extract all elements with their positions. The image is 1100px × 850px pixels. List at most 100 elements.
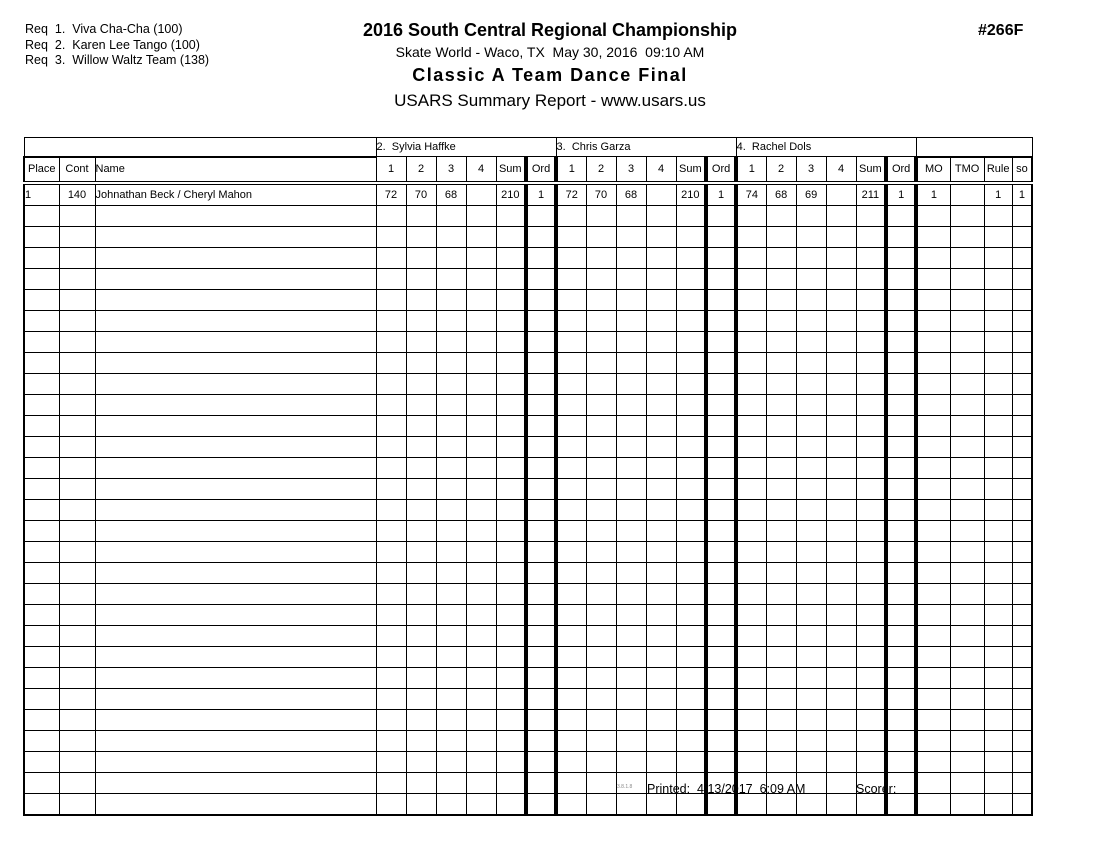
score-cell: [585, 351, 617, 374]
ord-cell: [704, 645, 739, 668]
name-cell: [94, 750, 377, 773]
empty-row: [23, 561, 1034, 584]
score-cell: [405, 309, 437, 332]
ord-cell: [524, 771, 559, 794]
so-cell: [1011, 624, 1034, 647]
score-cell: [765, 288, 797, 311]
rule-cell: [983, 603, 1013, 626]
empty-row: [23, 309, 1034, 332]
sum-cell: [495, 666, 527, 689]
place-cell: [23, 582, 60, 605]
title-block: 2016 South Central Regional Championship…: [0, 20, 1100, 111]
sum-cell: [675, 204, 707, 227]
score-cell: [735, 393, 767, 416]
sum-cell: [675, 603, 707, 626]
place-cell: [23, 540, 60, 563]
cont-cell: [58, 246, 96, 269]
score-cell: [555, 351, 587, 374]
score-cell: [795, 519, 827, 542]
ord-cell: [524, 372, 559, 395]
score-cell: [645, 414, 677, 437]
sum-cell: [675, 393, 707, 416]
mo-cell: [915, 603, 951, 626]
score-cell: [435, 666, 467, 689]
score-cell: [555, 288, 587, 311]
score-cell: [555, 225, 587, 248]
score-cell: [735, 645, 767, 668]
score-cell: [825, 372, 857, 395]
rule-cell: [983, 435, 1013, 458]
score-cell: [615, 561, 647, 584]
score-cell: [435, 750, 467, 773]
score-cell: [555, 687, 587, 710]
so-cell: [1011, 393, 1034, 416]
ord-cell: [524, 498, 559, 521]
score-cell: [405, 519, 437, 542]
name-cell: Johnathan Beck / Cheryl Mahon: [94, 182, 377, 206]
empty-row: [23, 582, 1034, 605]
score-cell: [375, 561, 407, 584]
name-cell: [94, 267, 377, 290]
ord-cell: [704, 351, 739, 374]
place-cell: [23, 309, 60, 332]
score-cell: [735, 456, 767, 479]
score-cell: [555, 582, 587, 605]
score-cell: [645, 645, 677, 668]
score-cell: [405, 645, 437, 668]
name-cell: [94, 330, 377, 353]
tmo-cell: [949, 225, 985, 248]
sum-cell: [495, 267, 527, 290]
score-cell: [465, 666, 497, 689]
score-cell: [405, 372, 437, 395]
score-cell: [735, 372, 767, 395]
cont-cell: [58, 288, 96, 311]
ord-cell: 1: [704, 182, 739, 206]
score-cell: [585, 477, 617, 500]
cont-cell: [58, 540, 96, 563]
cont-cell: [58, 624, 96, 647]
name-cell: [94, 771, 377, 794]
sum-cell: [675, 288, 707, 311]
name-cell: [94, 687, 377, 710]
cont-cell: 140: [58, 182, 96, 206]
so-cell: [1011, 666, 1034, 689]
score-cell: [435, 519, 467, 542]
score-cell: [795, 687, 827, 710]
score-cell: [465, 330, 497, 353]
sum-cell: [855, 729, 887, 752]
col-header-judge3-2: 2: [585, 156, 617, 185]
score-cell: [645, 182, 677, 206]
place-cell: [23, 603, 60, 626]
so-cell: [1011, 603, 1034, 626]
score-cell: [795, 729, 827, 752]
col-header-judge3-ord: Ord: [704, 156, 739, 185]
score-cell: [405, 288, 437, 311]
sum-cell: [495, 708, 527, 731]
score-cell: [615, 729, 647, 752]
score-cell: [555, 561, 587, 584]
tmo-cell: [949, 288, 985, 311]
sum-cell: 210: [675, 182, 707, 206]
place-cell: [23, 687, 60, 710]
score-cell: [765, 372, 797, 395]
score-cell: [375, 309, 407, 332]
score-cell: [465, 456, 497, 479]
score-cell: [825, 540, 857, 563]
cont-cell: [58, 456, 96, 479]
score-cell: [645, 267, 677, 290]
ord-cell: [524, 540, 559, 563]
score-cell: [375, 351, 407, 374]
score-cell: [795, 435, 827, 458]
printed-timestamp: Printed: 4/13/2017 6:09 AM: [647, 782, 806, 796]
score-cell: [375, 624, 407, 647]
sum-cell: [495, 372, 527, 395]
ord-cell: [704, 687, 739, 710]
empty-row: [23, 372, 1034, 395]
score-cell: [555, 393, 587, 416]
cont-cell: [58, 687, 96, 710]
score-cell: [645, 582, 677, 605]
rule-cell: [983, 666, 1013, 689]
so-cell: 1: [1011, 182, 1034, 206]
score-cell: [435, 225, 467, 248]
sum-cell: [855, 687, 887, 710]
